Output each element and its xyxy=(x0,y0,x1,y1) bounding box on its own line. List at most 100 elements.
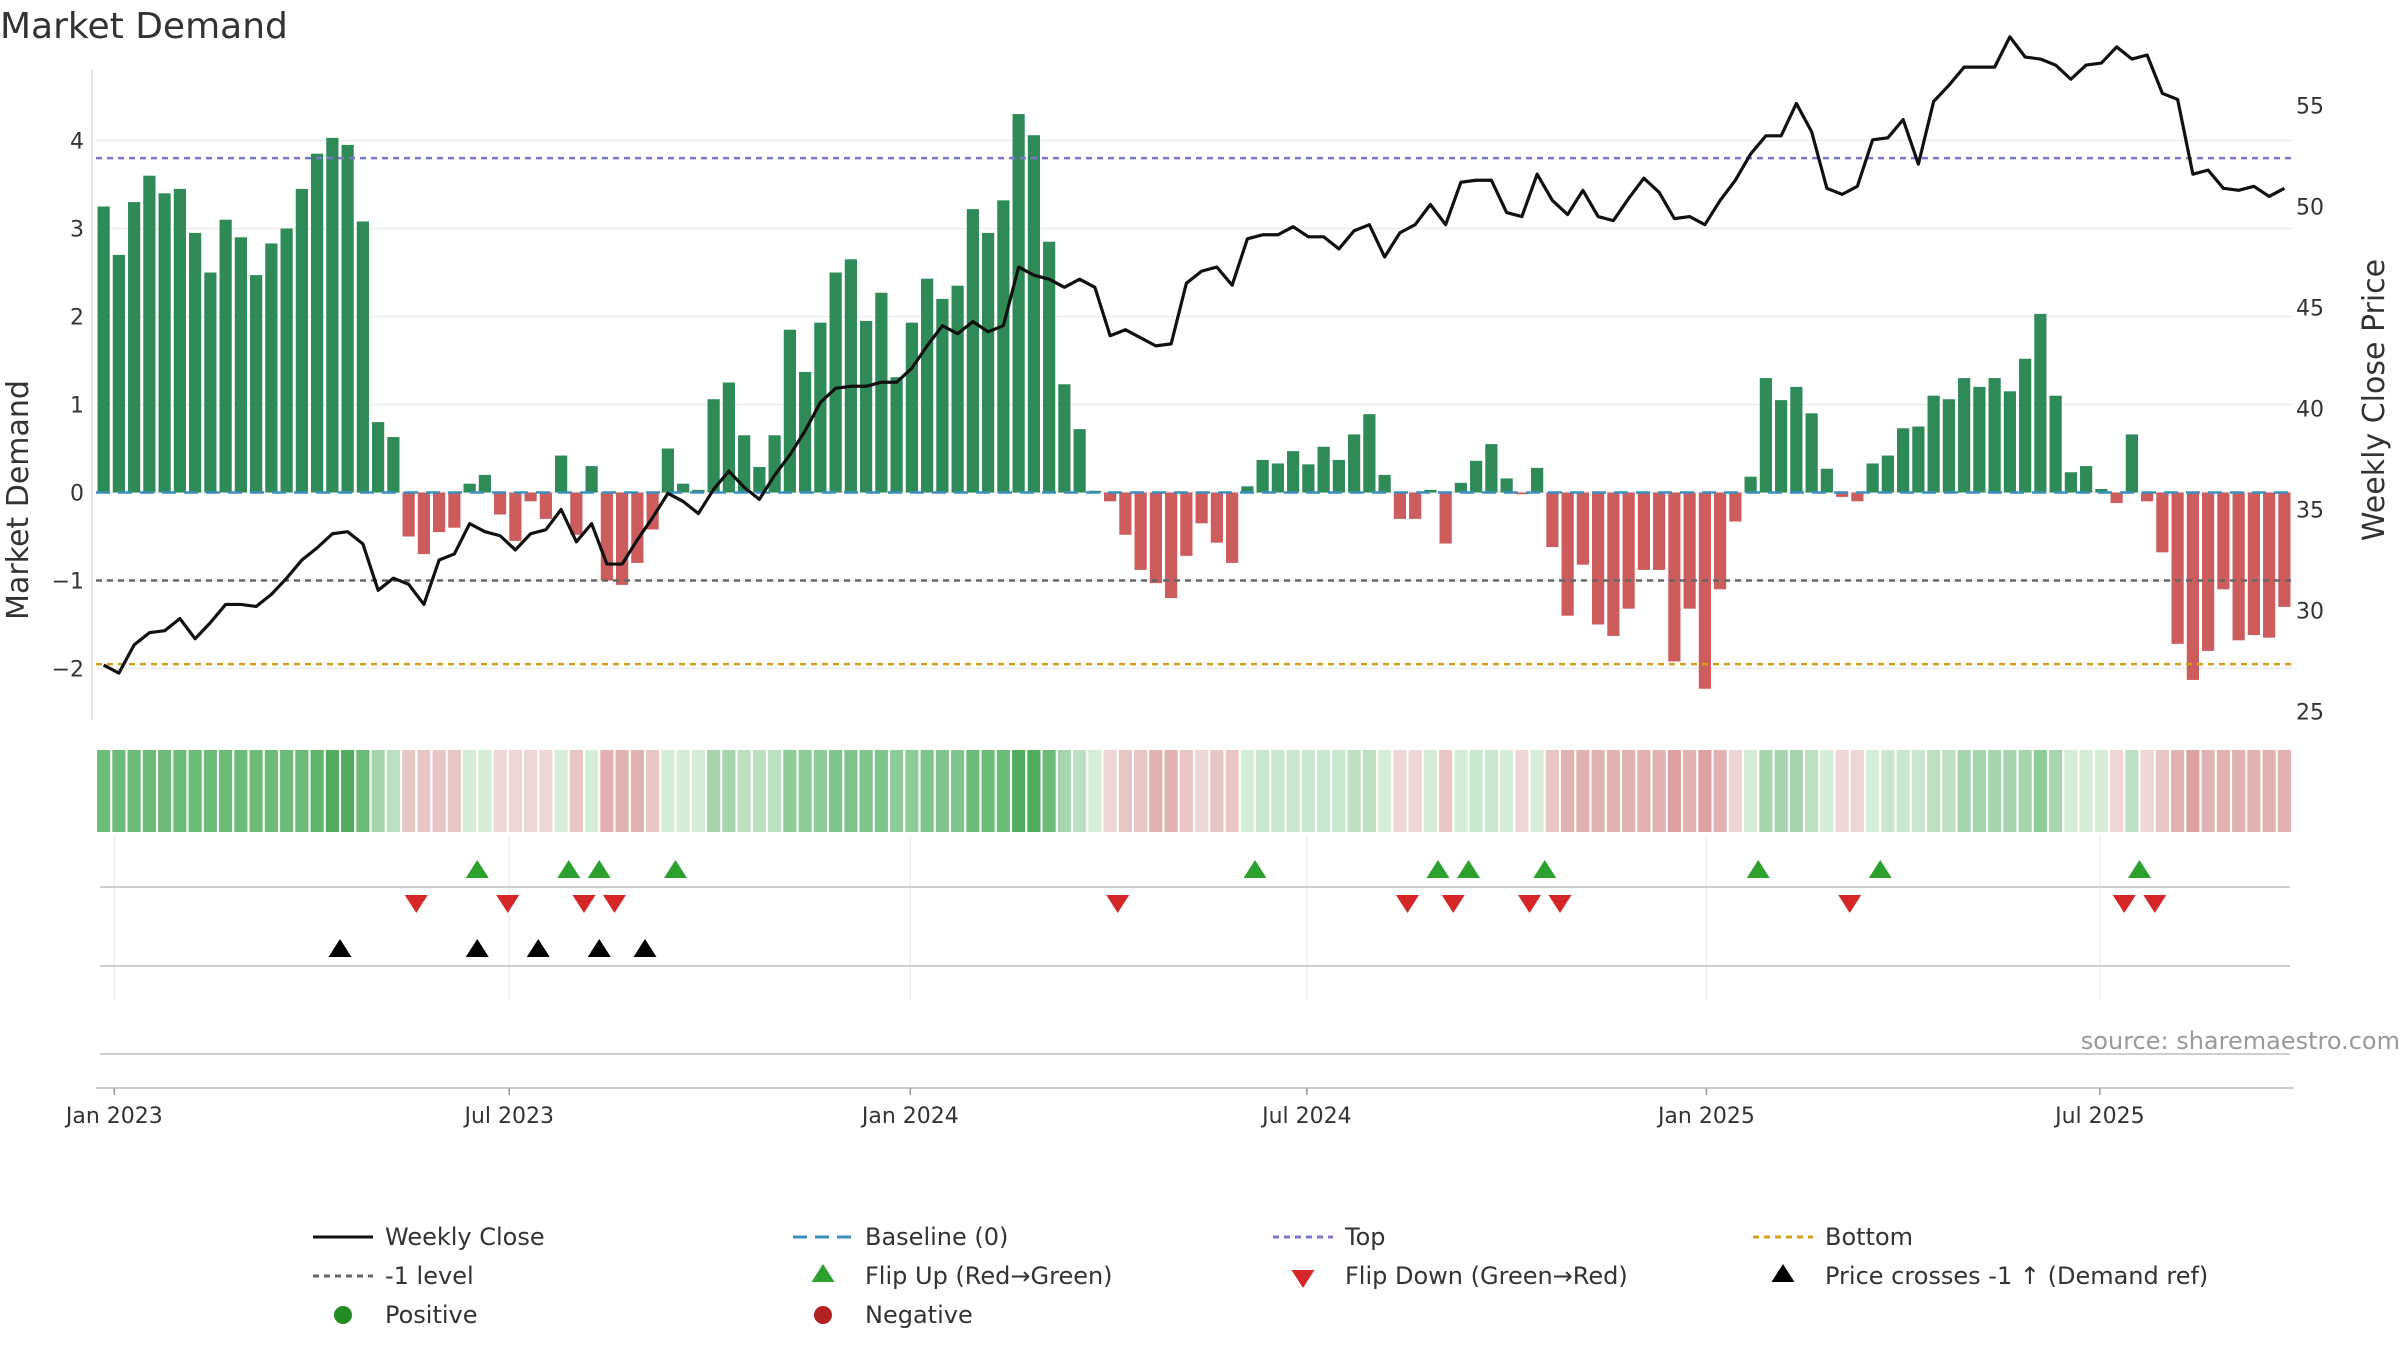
demand-bar xyxy=(1714,492,1727,590)
strip-cell xyxy=(112,750,126,832)
strip-cell xyxy=(478,750,492,832)
legend-swatch xyxy=(814,1306,832,1324)
strip-cell xyxy=(2140,750,2154,832)
strip-cell xyxy=(569,750,583,832)
y-tick-label: 4 xyxy=(70,130,84,155)
strip-cell xyxy=(402,750,416,832)
strip-cell xyxy=(2201,750,2215,832)
legend-label: Negative xyxy=(865,1301,973,1329)
y2-axis-label: Weekly Close Price xyxy=(2357,259,2392,541)
strip-cell xyxy=(356,750,370,832)
demand-bar xyxy=(1820,468,1833,493)
strip-cell xyxy=(1896,750,1910,832)
demand-bar xyxy=(1897,428,1910,493)
y-tick-label: −1 xyxy=(52,570,84,595)
demand-bar xyxy=(585,466,598,493)
strip-cell xyxy=(1591,750,1605,832)
strip-cell xyxy=(1271,750,1285,832)
demand-bar xyxy=(372,422,385,493)
flip-down-marker xyxy=(1518,895,1541,913)
demand-bar xyxy=(356,221,369,493)
strip-cell xyxy=(2064,750,2078,832)
demand-bar xyxy=(783,329,796,493)
legend-item-cross: Price crosses -1 ↑ (Demand ref) xyxy=(1771,1262,2208,1290)
y2-tick-label: 35 xyxy=(2296,499,2324,524)
demand-bar xyxy=(1744,476,1757,493)
demand-bar xyxy=(1881,455,1894,493)
flip-down-marker xyxy=(603,895,626,913)
demand-bar xyxy=(1988,378,2001,493)
strip-cell xyxy=(1347,750,1361,832)
demand-bar xyxy=(2003,391,2016,493)
y2-tick-label: 55 xyxy=(2296,95,2324,120)
legend-label: Baseline (0) xyxy=(865,1223,1008,1251)
strip-cell xyxy=(1789,750,1803,832)
demand-bar xyxy=(1836,492,1849,497)
strip-cell xyxy=(2033,750,2047,832)
demand-bar xyxy=(265,243,278,493)
strip-cell xyxy=(2003,750,2017,832)
demand-bar xyxy=(829,272,842,493)
demand-bar xyxy=(219,219,232,493)
demand-bar xyxy=(539,492,552,519)
demand-bar xyxy=(1759,378,1772,493)
strip-cell xyxy=(1530,750,1544,832)
demand-bar xyxy=(1500,478,1513,493)
demand-bar xyxy=(1302,464,1315,493)
strip-cell xyxy=(1576,750,1590,832)
strip-cell xyxy=(1988,750,2002,832)
demand-bar xyxy=(1515,492,1528,495)
strip-cell xyxy=(1317,750,1331,832)
date-tick-label: Jan 2024 xyxy=(860,1104,959,1129)
demand-bar xyxy=(2232,492,2245,641)
strip-cell xyxy=(1073,750,1087,832)
demand-bar xyxy=(1470,460,1483,493)
strip-cell xyxy=(722,750,736,832)
y-tick-label: 1 xyxy=(70,394,84,419)
strip-cell xyxy=(1301,750,1315,832)
demand-bar xyxy=(2141,492,2154,502)
chart-title: Market Demand xyxy=(0,6,288,47)
demand-bar xyxy=(2156,492,2169,553)
demand-bar xyxy=(631,492,644,563)
flip-down-marker xyxy=(1396,895,1419,913)
legend-label: Price crosses -1 ↑ (Demand ref) xyxy=(1825,1262,2208,1290)
strip-cell xyxy=(1423,750,1437,832)
demand-bar xyxy=(173,188,186,493)
demand-bars xyxy=(97,114,2291,689)
legend-label: Weekly Close xyxy=(385,1223,545,1251)
legend-swatch xyxy=(334,1306,352,1324)
strip-cell xyxy=(737,750,751,832)
demand-bar xyxy=(1332,459,1345,493)
strip-cell xyxy=(1057,750,1071,832)
demand-bar xyxy=(1073,429,1086,493)
strip-cell xyxy=(1927,750,1941,832)
strip-cell xyxy=(173,750,187,832)
demand-bar xyxy=(1195,492,1208,524)
demand-bar xyxy=(2034,313,2047,493)
strip-cell xyxy=(798,750,812,832)
strip-cell xyxy=(1820,750,1834,832)
weekly-close-line xyxy=(102,35,2286,675)
demand-bar xyxy=(295,188,308,493)
demand-bar xyxy=(616,492,629,585)
flip-up-marker xyxy=(465,860,489,878)
demand-bar xyxy=(143,175,156,493)
demand-bar xyxy=(234,237,247,493)
strip-cell xyxy=(859,750,873,832)
strip-cell xyxy=(1652,750,1666,832)
demand-bar xyxy=(1012,114,1025,493)
flip-up-marker xyxy=(664,860,687,878)
flip-down-marker xyxy=(2143,895,2167,913)
strip-cell xyxy=(2232,750,2246,832)
strip-cell xyxy=(295,750,309,832)
strip-cell xyxy=(386,750,400,832)
demand-bar xyxy=(982,232,995,493)
strip-cell xyxy=(1728,750,1742,832)
flip-down-marker xyxy=(2112,895,2136,913)
strip-cell xyxy=(1362,750,1376,832)
demand-bar xyxy=(1942,399,1955,493)
strip-cell xyxy=(142,750,156,832)
strip-cell xyxy=(1759,750,1773,832)
demand-bar xyxy=(311,153,324,493)
